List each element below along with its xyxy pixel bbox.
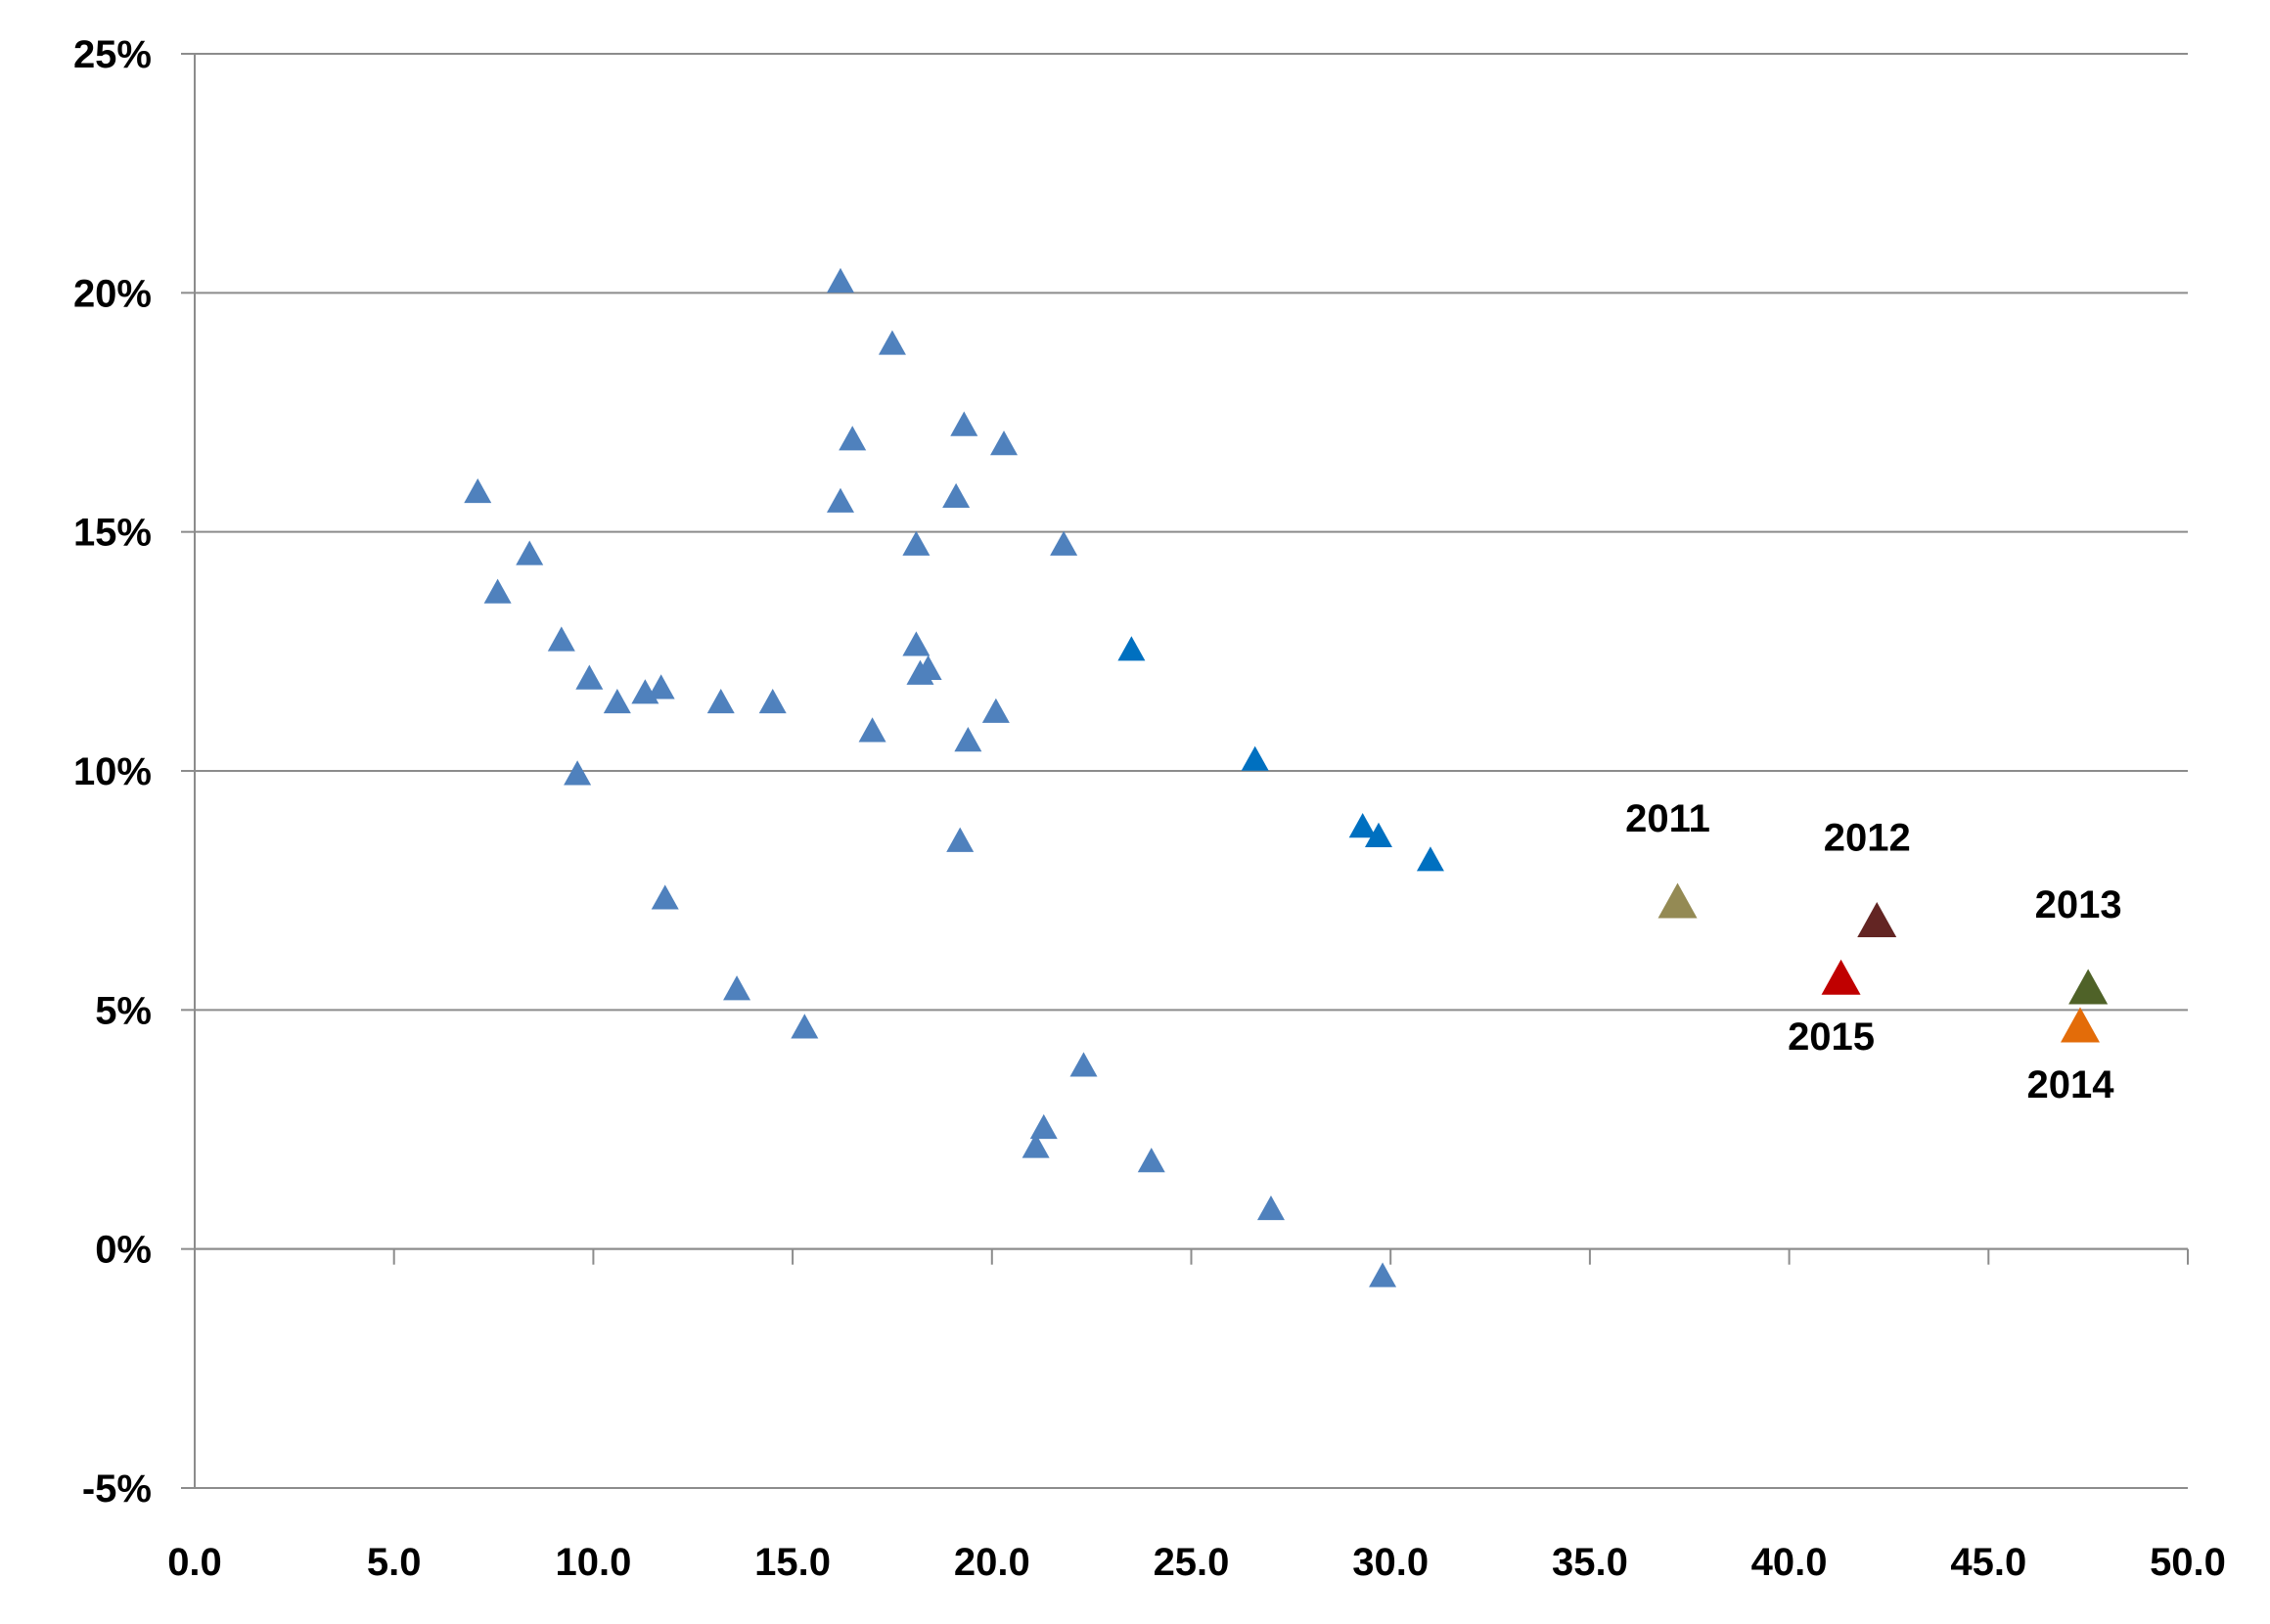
data-label: 2015 [1788,1015,1875,1059]
data-point [1029,1113,1058,1140]
x-tick-label: 10.0 [555,1541,631,1584]
data-point [954,727,982,752]
data-point [902,631,931,656]
data-point [1657,882,1698,919]
data-point [990,430,1019,456]
gridlines [195,53,2188,1489]
x-tick-label: 20.0 [954,1541,1030,1584]
y-tick-label: 20% [73,272,152,315]
data-point [1137,1148,1165,1173]
x-tick-label: 15.0 [754,1541,831,1584]
data-point [878,330,906,355]
y-tick-label: 15% [73,512,152,555]
data-labels: 2011 2012 2013 2014 2015 [1625,797,2122,1106]
data-point [950,411,978,436]
axes [181,53,2189,1489]
data-point [791,1014,819,1039]
data-point [647,674,675,699]
data-point [826,267,854,293]
data-point [1022,1133,1050,1158]
y-tick-label: 0% [95,1229,152,1272]
data-point [942,482,971,509]
data-point [464,477,492,504]
x-tick-label: 5.0 [367,1541,422,1584]
tick-labels: -5% 0% 5% 10% 15% 20% 25% 0.0 5.0 10.0 15.0 20.0 25.… [73,33,2226,1584]
data-point [914,654,942,680]
data-point [826,487,854,513]
y-tick-label: -5% [82,1467,152,1511]
data-point [946,827,975,852]
data-point [902,530,931,556]
data-point [1117,636,1146,661]
x-tick-label: 45.0 [1950,1541,2026,1584]
data-point [1241,745,1269,771]
y-tick-label: 25% [73,33,152,76]
y-tick-label: 5% [95,989,152,1032]
data-point [483,578,512,604]
data-point [1364,822,1392,847]
data-point [1369,1262,1397,1287]
data-point [2061,1007,2101,1043]
data-point [1050,530,1078,556]
data-points [464,267,2109,1287]
data-point [1256,1195,1285,1221]
data-point [981,698,1010,723]
data-point [651,884,679,910]
data-point [858,717,886,743]
data-label: 2011 [1625,797,1710,840]
x-tick-label: 35.0 [1552,1541,1628,1584]
x-tick-label: 25.0 [1154,1541,1230,1584]
data-point [1416,846,1444,872]
x-tick-label: 50.0 [2150,1541,2226,1584]
data-point [516,540,544,565]
data-point [1348,813,1377,838]
data-point [603,688,631,714]
x-tick-label: 30.0 [1352,1541,1429,1584]
data-point [1069,1052,1098,1077]
x-tick-label: 0.0 [167,1541,222,1584]
x-tick-label: 40.0 [1751,1541,1828,1584]
data-point [564,760,592,786]
data-label: 2012 [1824,816,1911,859]
y-tick-label: 10% [73,750,152,793]
data-point [547,626,575,652]
data-label: 2014 [2027,1063,2115,1106]
data-point [723,975,751,1001]
data-label: 2013 [2035,883,2122,926]
data-point [1821,959,1861,995]
data-point [1857,902,1897,938]
data-point [706,688,735,714]
data-point [2068,969,2109,1005]
data-point [839,426,867,451]
data-point [758,688,787,714]
data-point [575,664,604,690]
